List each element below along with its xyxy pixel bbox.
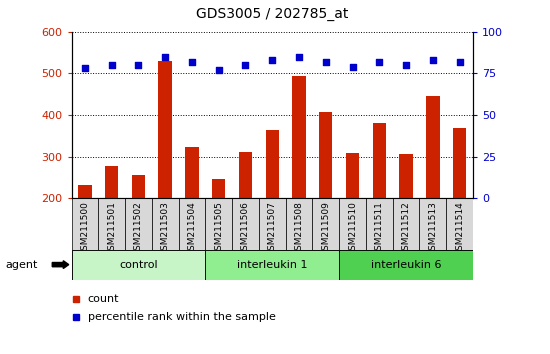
Bar <box>152 198 179 250</box>
Text: control: control <box>119 259 158 270</box>
Point <box>161 54 169 59</box>
Text: GSM211501: GSM211501 <box>107 201 116 256</box>
Text: interleukin 6: interleukin 6 <box>371 259 441 270</box>
Bar <box>285 198 312 250</box>
Bar <box>185 147 199 198</box>
Point <box>214 67 223 73</box>
Text: GSM211510: GSM211510 <box>348 201 357 256</box>
Bar <box>426 96 439 198</box>
Text: GSM211504: GSM211504 <box>188 201 196 256</box>
Bar <box>72 198 98 250</box>
Text: GDS3005 / 202785_at: GDS3005 / 202785_at <box>196 7 349 21</box>
Bar <box>105 166 118 198</box>
Point <box>375 59 384 65</box>
Bar <box>125 198 152 250</box>
Text: GSM211507: GSM211507 <box>268 201 277 256</box>
Point <box>107 62 116 68</box>
Bar <box>420 198 446 250</box>
Bar <box>399 154 412 198</box>
Text: percentile rank within the sample: percentile rank within the sample <box>87 312 276 322</box>
Bar <box>239 153 252 198</box>
Text: GSM211513: GSM211513 <box>428 201 437 256</box>
Text: GSM211500: GSM211500 <box>80 201 90 256</box>
Bar <box>78 185 91 198</box>
Bar <box>98 198 125 250</box>
Text: GSM211511: GSM211511 <box>375 201 384 256</box>
Bar <box>366 198 393 250</box>
Text: agent: agent <box>6 259 38 270</box>
Bar <box>446 198 473 250</box>
Bar <box>339 198 366 250</box>
Bar <box>453 127 466 198</box>
Bar <box>339 250 473 280</box>
Point <box>455 59 464 65</box>
Text: GSM211508: GSM211508 <box>294 201 304 256</box>
Bar <box>158 61 172 198</box>
Bar <box>132 175 145 198</box>
Point <box>241 62 250 68</box>
Text: GSM211502: GSM211502 <box>134 201 143 256</box>
Text: count: count <box>87 294 119 304</box>
Point <box>321 59 330 65</box>
Bar <box>232 198 259 250</box>
Text: GSM211503: GSM211503 <box>161 201 170 256</box>
Text: GSM211506: GSM211506 <box>241 201 250 256</box>
Bar <box>212 179 225 198</box>
Bar <box>393 198 420 250</box>
Bar <box>205 250 339 280</box>
Point <box>134 62 143 68</box>
Text: interleukin 1: interleukin 1 <box>237 259 307 270</box>
Point <box>268 57 277 63</box>
Text: GSM211509: GSM211509 <box>321 201 331 256</box>
Bar <box>319 112 332 198</box>
Point <box>402 62 410 68</box>
Bar <box>259 198 285 250</box>
Point <box>428 57 437 63</box>
Bar <box>373 124 386 198</box>
Bar <box>179 198 205 250</box>
Point <box>188 59 196 65</box>
Text: GSM211514: GSM211514 <box>455 201 464 256</box>
Bar <box>312 198 339 250</box>
Bar <box>346 153 359 198</box>
Text: GSM211512: GSM211512 <box>402 201 411 256</box>
Text: GSM211505: GSM211505 <box>214 201 223 256</box>
Bar <box>72 250 205 280</box>
Bar <box>293 76 306 198</box>
Point <box>348 64 357 70</box>
Bar <box>266 130 279 198</box>
Point <box>295 54 304 59</box>
Point <box>80 65 89 71</box>
Bar <box>205 198 232 250</box>
